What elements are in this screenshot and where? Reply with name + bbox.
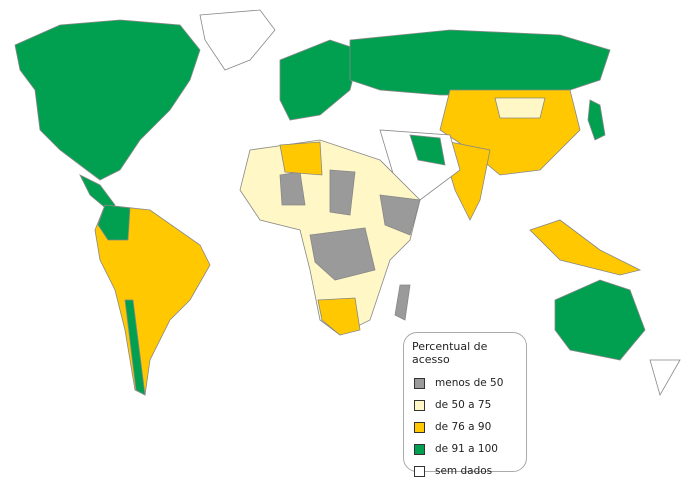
legend-item: menos de 50: [414, 372, 526, 394]
legend-label: sem dados: [435, 465, 493, 477]
australia: [554, 279, 646, 361]
legend-item: de 76 a 90: [414, 416, 526, 438]
legend-title: Percentual de acesso: [412, 340, 488, 366]
legend-item: sem dados: [414, 460, 526, 480]
chile: [124, 299, 146, 396]
legend-swatch: [414, 399, 425, 411]
legend-label: de 76 a 90: [435, 421, 492, 433]
legend-label: de 91 a 100: [435, 443, 498, 455]
north-africa: [279, 141, 323, 176]
southeast-asia: [529, 219, 642, 276]
legend-item: de 50 a 75: [414, 394, 526, 416]
legend-swatch: [414, 443, 425, 455]
legend-swatch: [414, 377, 425, 389]
madagascar: [394, 284, 411, 321]
southern-africa: [317, 297, 361, 336]
legend-label: menos de 50: [435, 377, 504, 389]
legend-item: de 91 a 100: [414, 438, 526, 460]
legend-swatch: [414, 465, 425, 477]
new-zealand: [649, 359, 681, 397]
europe: [279, 39, 361, 121]
legend-label: de 50 a 75: [435, 399, 492, 411]
legend-swatch: [414, 421, 425, 433]
mongolia: [494, 97, 546, 119]
colombia: [97, 204, 131, 241]
central-africa: [309, 227, 376, 281]
central-america: [79, 174, 116, 211]
north-america: [14, 19, 201, 181]
greenland: [199, 9, 276, 71]
horn-of-africa: [379, 194, 421, 236]
iran: [409, 134, 446, 166]
japan: [587, 99, 606, 141]
south-america: [94, 204, 211, 396]
legend: Percentual de acesso menos de 50 de 50 a…: [403, 332, 527, 477]
russia: [349, 29, 611, 96]
